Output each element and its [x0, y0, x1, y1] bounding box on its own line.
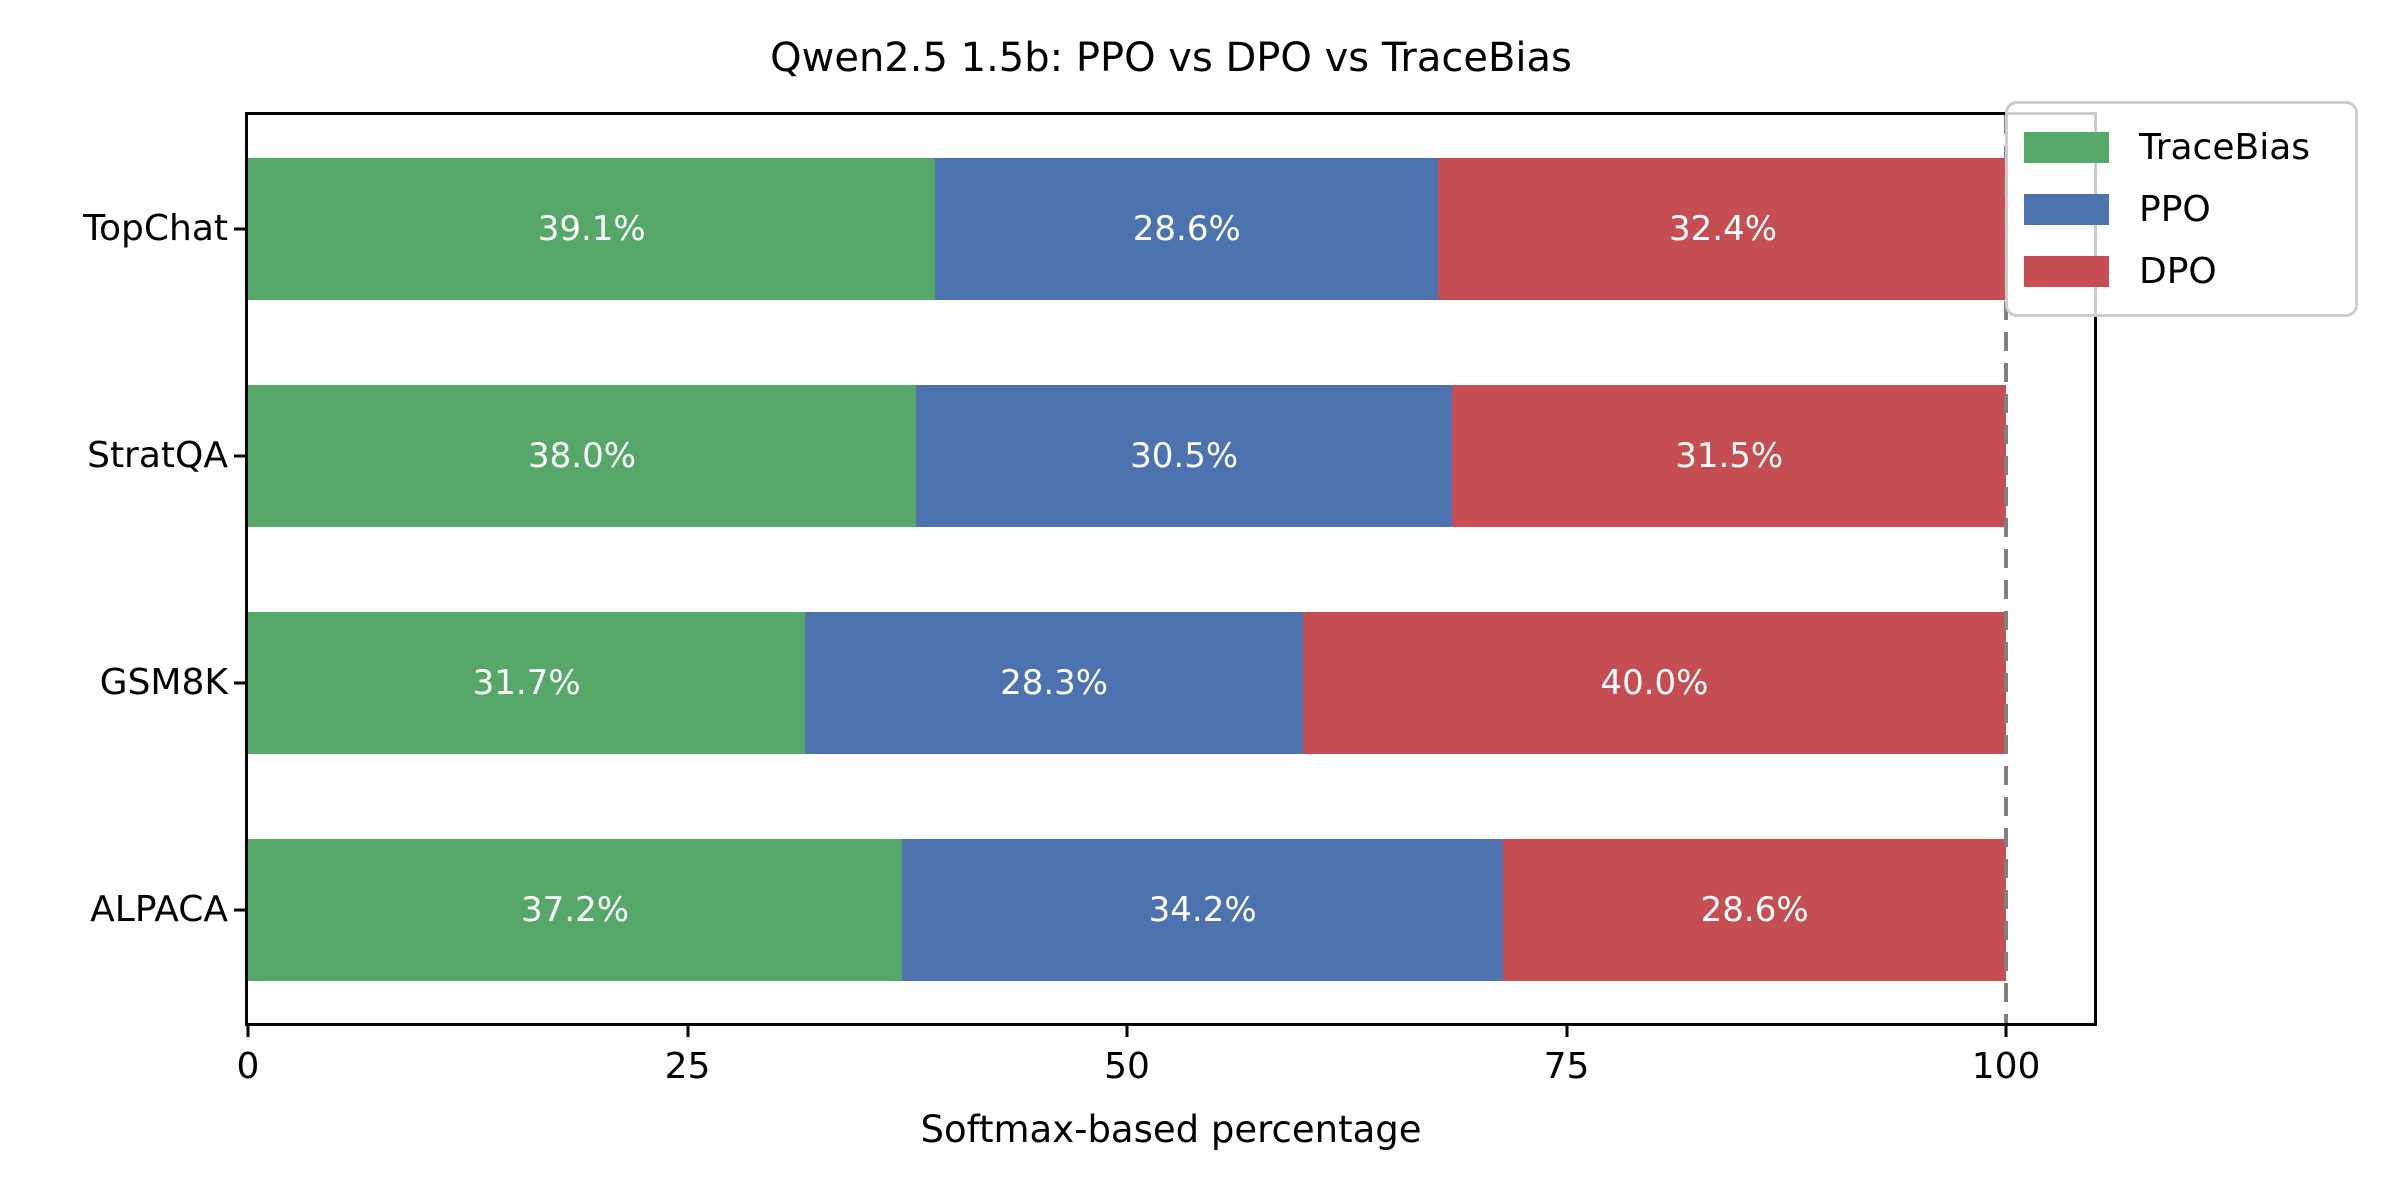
bar-segment-ppo-topchat: 28.6%	[935, 157, 1439, 300]
legend: TraceBias PPO DPO	[2005, 101, 2358, 317]
y-tick-mark	[234, 908, 248, 911]
x-axis-label: Softmax-based percentage	[920, 1108, 1422, 1151]
reference-line-100	[2004, 115, 2009, 1023]
bar-value-label: 39.1%	[537, 208, 646, 249]
x-tick-mark-0	[246, 1023, 250, 1037]
bar-row-stratqa: 38.0% 30.5% 31.5%	[248, 384, 2007, 527]
chart-title: Qwen2.5 1.5b: PPO vs DPO vs TraceBias	[770, 35, 1572, 81]
legend-label-ppo: PPO	[2139, 188, 2211, 230]
y-tick-label-gsm8k: GSM8K	[99, 661, 228, 703]
bar-value-label: 28.6%	[1132, 208, 1241, 249]
y-tick-label-alpaca: ALPACA	[90, 888, 228, 930]
bar-segment-dpo-alpaca: 28.6%	[1503, 838, 2007, 981]
y-tick-label-stratqa: StratQA	[87, 434, 228, 476]
bar-value-label: 40.0%	[1600, 662, 1709, 703]
legend-swatch-tracebias	[2024, 131, 2109, 163]
y-tick-mark	[234, 227, 248, 230]
legend-entry-dpo: DPO	[2024, 240, 2339, 302]
bar-segment-tracebias-stratqa: 38.0%	[248, 384, 917, 527]
y-tick-mark	[234, 454, 248, 457]
legend-items: TraceBias PPO DPO	[2024, 116, 2339, 302]
bar-value-label: 37.2%	[521, 889, 630, 930]
legend-label-tracebias: TraceBias	[2139, 126, 2311, 168]
bar-segment-tracebias-topchat: 39.1%	[248, 157, 936, 300]
x-tick-mark-75	[1565, 1023, 1569, 1037]
bar-value-label: 30.5%	[1130, 435, 1239, 476]
legend-entry-tracebias: TraceBias	[2024, 116, 2339, 178]
bar-segment-ppo-stratqa: 30.5%	[916, 384, 1453, 527]
y-tick-mark	[234, 681, 248, 684]
bar-value-label: 31.7%	[472, 662, 581, 703]
x-tick-label-0: 0	[236, 1046, 260, 1087]
plot-area: 39.1% 28.6% 32.4% 38.0% 30.5% 31.5% 31.7% 28.3%…	[83, 112, 2097, 1087]
bar-segment-dpo-stratqa: 31.5%	[1452, 384, 2007, 527]
bar-segment-ppo-gsm8k: 28.3%	[805, 611, 1303, 754]
x-tick-mark-25	[686, 1023, 690, 1037]
bar-segment-dpo-gsm8k: 40.0%	[1302, 611, 2007, 754]
legend-label-dpo: DPO	[2139, 250, 2217, 292]
x-tick-mark-50	[1125, 1023, 1129, 1037]
bar-row-alpaca: 37.2% 34.2% 28.6%	[248, 838, 2007, 981]
bar-row-topchat: 39.1% 28.6% 32.4%	[248, 157, 2008, 300]
bar-value-label: 28.6%	[1700, 889, 1809, 930]
bar-value-label: 38.0%	[528, 435, 637, 476]
bar-segment-dpo-topchat: 32.4%	[1438, 157, 2008, 300]
x-tick-label-100: 100	[1971, 1046, 2041, 1087]
bar-value-label: 31.5%	[1675, 435, 1784, 476]
legend-swatch-ppo	[2024, 193, 2109, 225]
bar-segment-ppo-alpaca: 34.2%	[902, 838, 1504, 981]
bar-value-label: 32.4%	[1669, 208, 1778, 249]
x-tick-label-75: 75	[1543, 1046, 1590, 1087]
x-tick-label-25: 25	[664, 1046, 711, 1087]
bar-value-label: 34.2%	[1148, 889, 1257, 930]
x-tick-label-50: 50	[1104, 1046, 1150, 1087]
x-tick-mark-100	[2004, 1023, 2008, 1037]
bar-value-label: 28.3%	[1000, 662, 1109, 703]
legend-entry-ppo: PPO	[2024, 178, 2339, 240]
y-tick-label-topchat: TopChat	[83, 207, 228, 249]
bar-segment-tracebias-gsm8k: 31.7%	[248, 611, 806, 754]
bar-row-gsm8k: 31.7% 28.3% 40.0%	[248, 611, 2007, 754]
legend-swatch-dpo	[2024, 255, 2109, 287]
bar-segment-tracebias-alpaca: 37.2%	[248, 838, 903, 981]
